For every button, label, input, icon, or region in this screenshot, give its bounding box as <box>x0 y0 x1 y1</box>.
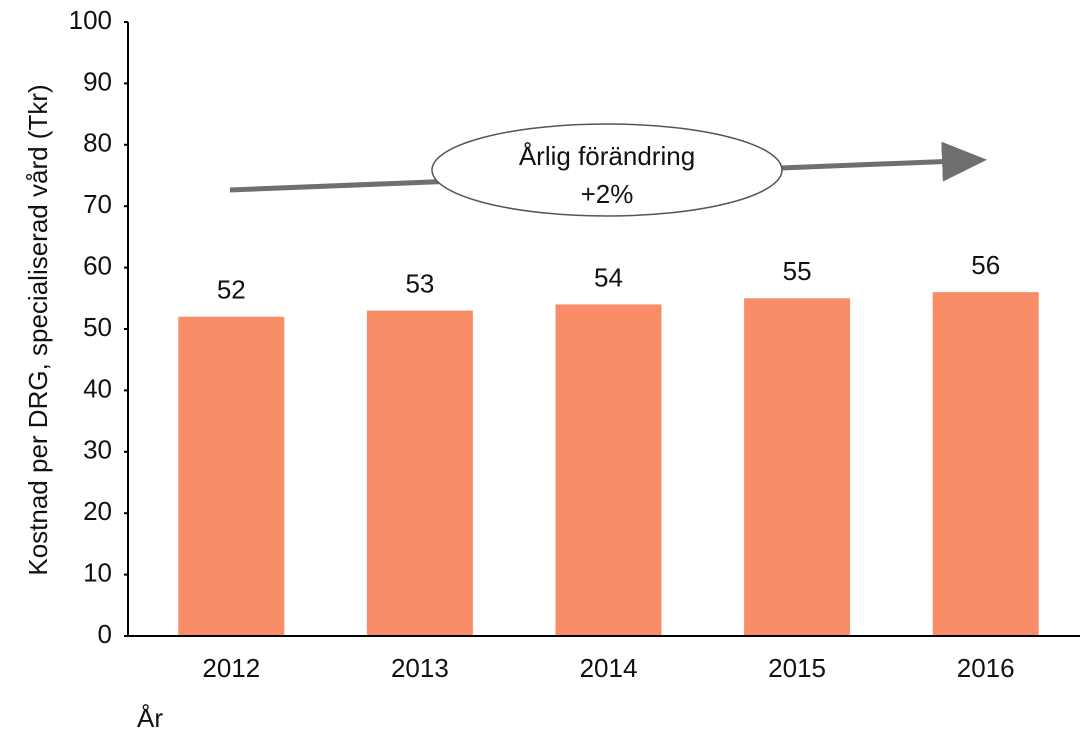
y-tick-label: 20 <box>83 496 112 526</box>
x-tick-label: 2013 <box>391 653 449 683</box>
bar <box>178 316 285 636</box>
data-label: 56 <box>971 250 1000 280</box>
y-tick-label: 50 <box>83 312 112 342</box>
y-tick-label: 40 <box>83 373 112 403</box>
data-label: 55 <box>783 256 812 286</box>
bar <box>366 310 473 636</box>
annotation-text: +2% <box>581 179 634 209</box>
y-tick-label: 80 <box>83 128 112 158</box>
data-label: 52 <box>217 275 246 305</box>
x-tick-label: 2016 <box>957 653 1015 683</box>
x-tick-label: 2015 <box>768 653 826 683</box>
y-tick-label: 60 <box>83 250 112 280</box>
y-tick-label: 100 <box>69 5 112 35</box>
y-tick-label: 10 <box>83 557 112 587</box>
y-axis-label: Kostnad per DRG, specialiserad vård (Tkr… <box>23 84 53 575</box>
x-tick-label: 2012 <box>202 653 260 683</box>
x-axis-label: År <box>137 703 163 733</box>
y-tick-label: 90 <box>83 66 112 96</box>
bar <box>744 298 851 636</box>
bar <box>932 292 1039 636</box>
data-label: 53 <box>405 268 434 298</box>
data-label: 54 <box>594 262 623 292</box>
y-tick-label: 0 <box>98 619 112 649</box>
annotation-text: Årlig förändring <box>519 141 695 171</box>
bar <box>555 304 662 636</box>
annotation-ellipse <box>431 123 783 217</box>
x-tick-label: 2014 <box>580 653 638 683</box>
y-tick-label: 70 <box>83 189 112 219</box>
y-tick-label: 30 <box>83 435 112 465</box>
